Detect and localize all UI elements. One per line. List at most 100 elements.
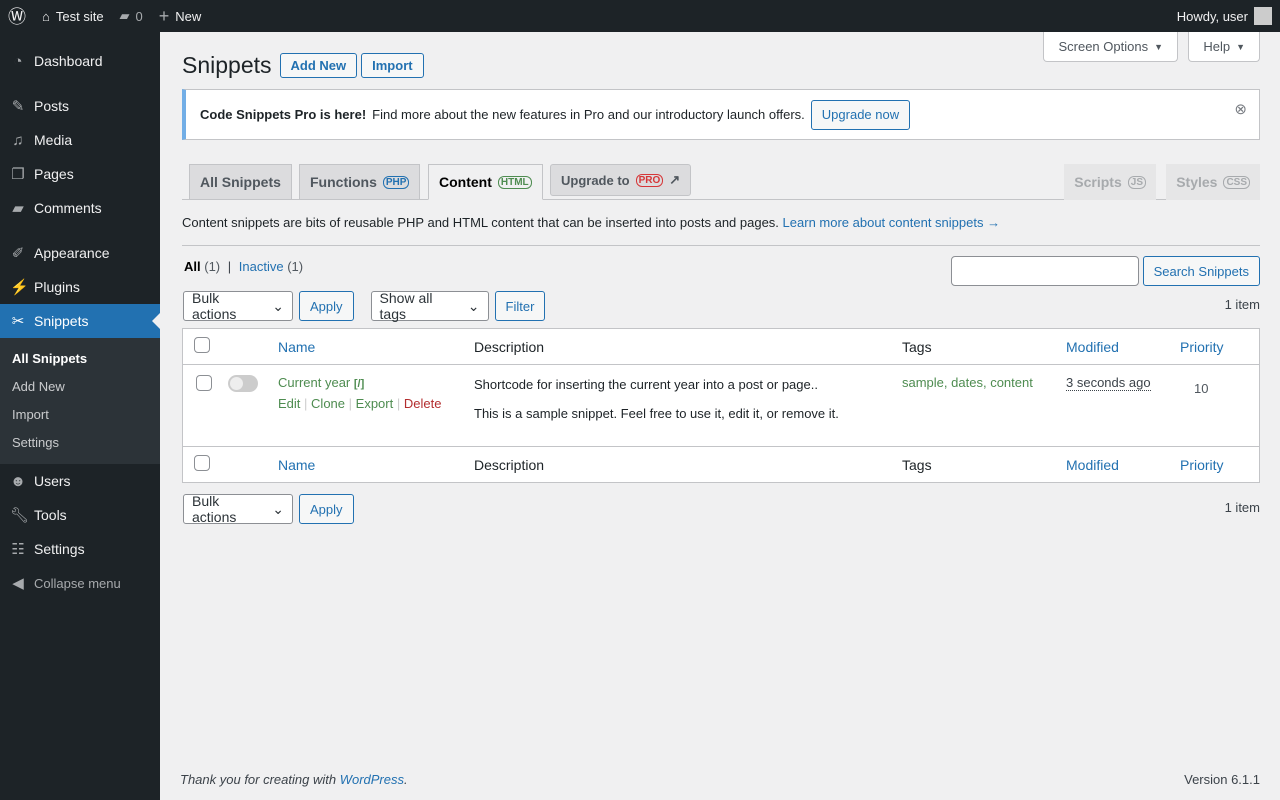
select-all-checkbox[interactable] — [194, 455, 210, 471]
label: Snippets — [34, 313, 89, 329]
tag-link[interactable]: dates — [951, 375, 983, 390]
dismiss-icon[interactable]: ⊗ — [1234, 101, 1247, 118]
dashboard-icon: ◔ — [13, 52, 23, 70]
tab-functions[interactable]: Functions PHP — [299, 164, 421, 200]
apply-button[interactable]: Apply — [299, 291, 354, 321]
sidebar-item-users[interactable]: ☻ Users — [0, 464, 160, 498]
clone-link[interactable]: Clone — [311, 396, 346, 411]
site-name: Test site — [55, 8, 104, 24]
css-badge: CSS — [1223, 175, 1250, 189]
column-priority[interactable]: Priority — [1180, 456, 1224, 473]
import-button[interactable]: Import — [361, 53, 424, 78]
activation-toggle[interactable] — [228, 375, 258, 392]
new-link[interactable]: + New — [151, 0, 210, 32]
chevron-down-icon: ⌄ — [272, 297, 284, 314]
tag-link[interactable]: sample — [902, 375, 944, 390]
version: Version 6.1.1 — [1184, 772, 1260, 787]
submenu-all-snippets[interactable]: All Snippets — [12, 351, 88, 366]
learn-more-link[interactable]: Learn more about content snippets → — [782, 215, 1001, 230]
label: Help — [1203, 39, 1231, 54]
column-modified[interactable]: Modified — [1066, 338, 1119, 355]
wordpress-logo-icon[interactable]: Ⓦ — [8, 7, 26, 27]
column-modified[interactable]: Modified — [1066, 456, 1119, 473]
export-link[interactable]: Export — [355, 396, 394, 411]
submenu-import[interactable]: Import — [12, 407, 49, 422]
external-link-icon: ↗ — [669, 172, 681, 187]
filter-inactive[interactable]: Inactive — [238, 259, 284, 274]
label: Functions — [310, 174, 377, 190]
account-menu[interactable]: Howdy, user — [1177, 7, 1280, 25]
sidebar-item-appearance[interactable]: ✐ Appearance — [0, 236, 160, 270]
help-button[interactable]: Help ▼ — [1188, 32, 1260, 62]
column-description: Description — [474, 338, 545, 355]
label: All Snippets — [200, 174, 281, 190]
add-new-button[interactable]: Add New — [279, 53, 358, 78]
sidebar-item-settings[interactable]: ☷ Settings — [0, 532, 160, 566]
filter-all[interactable]: All — [184, 259, 201, 274]
footer-thanks: Thank you for creating with WordPress. — [180, 772, 408, 787]
plus-icon: + — [158, 5, 170, 26]
column-name[interactable]: Name — [278, 456, 316, 473]
description-line: Shortcode for inserting the current year… — [474, 377, 818, 392]
label: Users — [34, 473, 71, 489]
wordpress-link[interactable]: WordPress — [339, 772, 404, 787]
label: Content — [439, 174, 492, 190]
screen-options-button[interactable]: Screen Options ▼ — [1043, 32, 1178, 62]
sidebar-item-pages[interactable]: ❐ Pages — [0, 157, 160, 191]
tab-upgrade[interactable]: Upgrade to PRO ↗ — [550, 164, 692, 196]
tab-styles: Styles CSS — [1166, 164, 1260, 200]
label: Scripts — [1074, 174, 1122, 190]
label: Tools — [34, 507, 67, 523]
php-badge: PHP — [382, 175, 410, 189]
upgrade-now-button[interactable]: Upgrade now — [810, 99, 911, 130]
submenu-settings[interactable]: Settings — [12, 435, 59, 450]
delete-link[interactable]: Delete — [403, 396, 442, 411]
bulk-actions-select-bottom[interactable]: Bulk actions ⌄ — [183, 493, 293, 525]
tab-content[interactable]: Content HTML — [428, 164, 543, 200]
tag-link[interactable]: content — [990, 375, 1033, 390]
column-tags: Tags — [902, 456, 932, 473]
caret-down-icon: ▼ — [1236, 41, 1245, 52]
bulk-actions-select[interactable]: Bulk actions ⌄ — [183, 290, 293, 322]
select-all-checkbox[interactable] — [194, 337, 210, 353]
snippet-name[interactable]: Current year — [278, 375, 351, 390]
tags-select[interactable]: Show all tags ⌄ — [370, 290, 489, 322]
sidebar-item-media[interactable]: ♫ Media — [0, 123, 160, 157]
column-name[interactable]: Name — [278, 338, 316, 355]
sidebar-item-posts[interactable]: ✎ Posts — [0, 89, 160, 123]
pro-badge: PRO — [635, 173, 664, 187]
apply-button-bottom[interactable]: Apply — [299, 494, 354, 524]
sidebar-item-snippets[interactable]: ✂ Snippets — [0, 304, 160, 338]
media-icon: ♫ — [12, 131, 24, 149]
admin-bar: Ⓦ ⌂ Test site ▰ 0 + New Howdy, user — [0, 0, 1280, 32]
comments-link[interactable]: ▰ 0 — [112, 0, 151, 32]
site-link[interactable]: ⌂ Test site — [34, 0, 112, 32]
separator: | — [227, 259, 232, 274]
label: Comments — [34, 200, 102, 216]
column-description: Description — [474, 456, 545, 473]
type-description: Content snippets are bits of reusable PH… — [182, 215, 1000, 230]
column-priority[interactable]: Priority — [1180, 338, 1224, 355]
brush-icon: ✐ — [11, 245, 25, 262]
sidebar-item-plugins[interactable]: ⚡ Plugins — [0, 270, 160, 304]
edit-link[interactable]: Edit — [278, 396, 301, 411]
tab-all-snippets[interactable]: All Snippets — [189, 164, 292, 200]
sidebar-item-dashboard[interactable]: ◔ Dashboard — [0, 44, 160, 78]
scissors-icon: ✂ — [11, 313, 25, 330]
snippets-submenu: All Snippets Add New Import Settings — [0, 338, 160, 464]
priority-value: 10 — [1194, 381, 1209, 396]
label: Bulk actions — [192, 290, 237, 322]
snippets-table: Name Description Tags Modified Priority … — [182, 328, 1260, 483]
comment-count: 0 — [135, 8, 143, 24]
collapse-menu[interactable]: ◀ Collapse menu — [0, 566, 160, 600]
row-checkbox[interactable] — [196, 375, 212, 391]
label: Dashboard — [34, 53, 103, 69]
sidebar-item-tools[interactable]: 🔧︎ Tools — [0, 498, 160, 532]
sidebar-item-comments[interactable]: ▰ Comments — [0, 191, 160, 225]
submenu-add-new[interactable]: Add New — [12, 379, 65, 394]
search-snippets-button[interactable]: Search Snippets — [1142, 256, 1260, 286]
notice-text: Find more about the new features in Pro … — [372, 107, 805, 122]
notice-title: Code Snippets Pro is here! — [200, 107, 367, 122]
search-input[interactable] — [950, 256, 1139, 286]
filter-button[interactable]: Filter — [494, 291, 546, 321]
